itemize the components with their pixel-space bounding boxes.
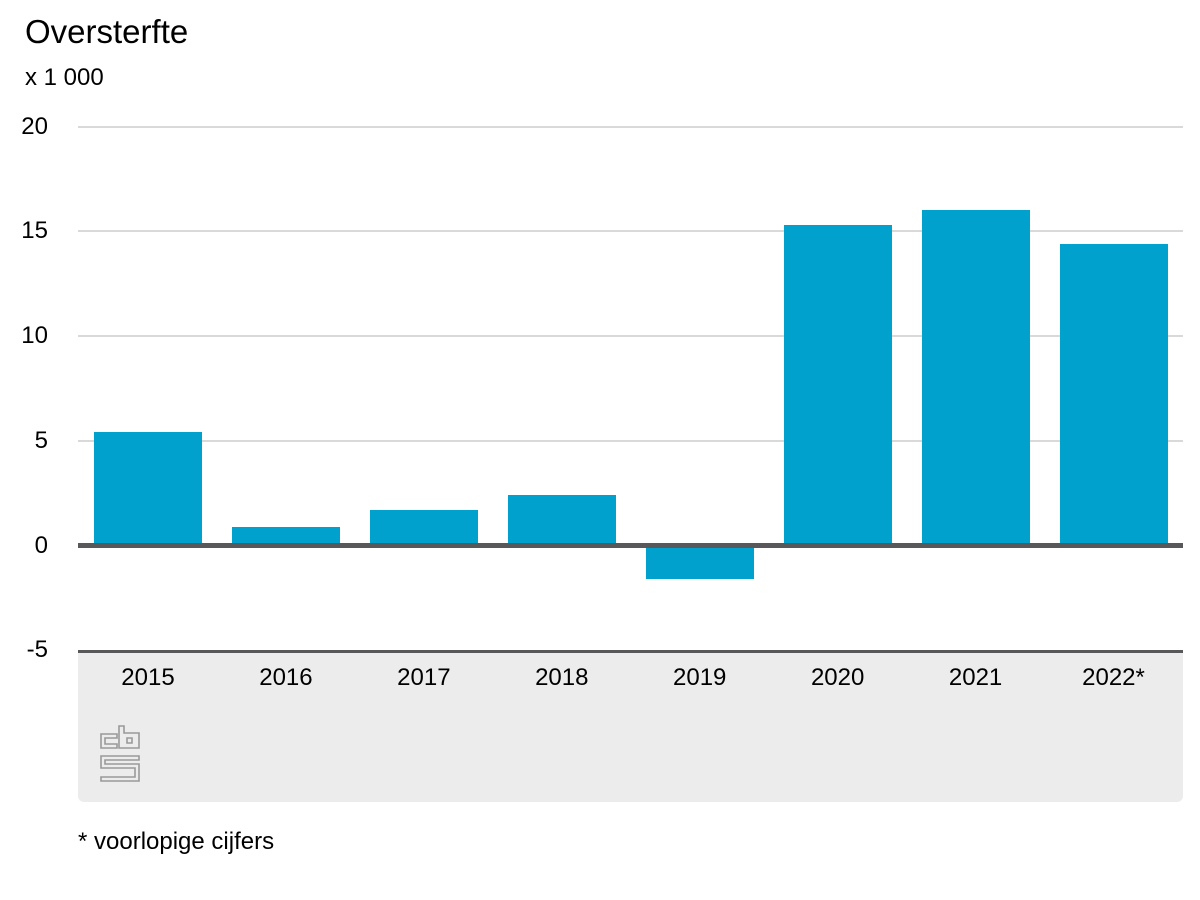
- gridline-15: [78, 230, 1183, 233]
- chart-title: Oversterfte: [25, 13, 189, 50]
- cbs-logo: [100, 725, 140, 782]
- footnote: * voorlopige cijfers: [78, 828, 275, 855]
- gridline-5: [78, 439, 1183, 442]
- bar-2022*: [1059, 243, 1168, 546]
- x-tick-label-2019: 2019: [673, 664, 727, 691]
- unit-label: x 1 000: [25, 64, 104, 91]
- bar-2020: [783, 224, 892, 546]
- cbs-logo-s: [100, 755, 140, 782]
- bar-2018: [507, 495, 616, 546]
- bar-2016: [231, 526, 340, 546]
- gridline-10: [78, 335, 1183, 337]
- x-tick-label-2017: 2017: [397, 664, 451, 691]
- bar-2017: [369, 509, 478, 546]
- x-tick-label-2018: 2018: [535, 664, 589, 691]
- x-tick-label-2020: 2020: [810, 664, 865, 691]
- x-tick-label-2021: 2021: [948, 664, 1003, 691]
- x-tick-label-2015: 2015: [121, 664, 175, 691]
- x-tick-label-2016: 2016: [259, 664, 313, 691]
- y-tick-label-0: 0: [34, 531, 48, 559]
- x-tick-label-2022*: 2022*: [1082, 664, 1145, 691]
- y-tick-label--5: -5: [26, 636, 48, 664]
- cbs-logo-b: [118, 725, 140, 749]
- cbs-logo-b-counter: [126, 737, 133, 744]
- y-tick-label-15: 15: [21, 217, 48, 245]
- bar-2019: [645, 545, 754, 580]
- cbs-logo-c: [100, 733, 118, 749]
- bar-2021: [921, 210, 1030, 546]
- zero-axis-line: [78, 543, 1183, 548]
- y-tick-label-20: 20: [21, 112, 48, 140]
- y-tick-label-10: 10: [21, 322, 48, 349]
- gridline-20: [78, 125, 1183, 128]
- y-tick-label-5: 5: [34, 426, 48, 454]
- x-axis-band: [78, 650, 1183, 802]
- bar-2015: [94, 432, 202, 546]
